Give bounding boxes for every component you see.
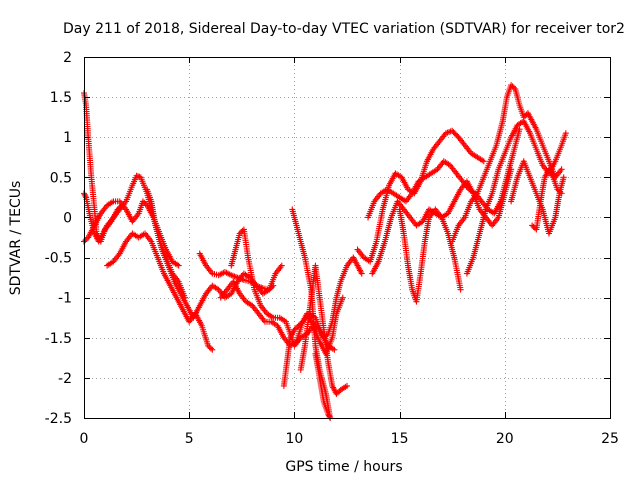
data-point — [175, 262, 182, 269]
series-arc-18 — [508, 158, 567, 237]
y-tick-label: -1 — [58, 291, 72, 307]
data-point — [558, 190, 565, 197]
data-point — [510, 84, 517, 91]
y-tick-label: 1 — [63, 130, 72, 146]
series-arc-7 — [228, 226, 346, 357]
labels: Day 211 of 2018, Sidereal Day-to-day VTE… — [8, 21, 625, 475]
series-arc-1 — [81, 90, 125, 245]
data-point — [508, 166, 515, 173]
data-point — [508, 82, 515, 89]
data-point — [331, 346, 338, 353]
series-arc-11 — [289, 206, 334, 421]
data-point — [334, 389, 341, 396]
data-point — [457, 286, 464, 293]
data-point — [278, 262, 285, 269]
data-points — [81, 82, 569, 421]
x-tick-label: 15 — [391, 431, 409, 447]
data-point — [209, 346, 216, 353]
data-point — [142, 201, 149, 208]
series-arc-10 — [297, 262, 350, 397]
series-arc-12 — [354, 127, 487, 265]
data-point — [555, 187, 562, 194]
x-tick-label: 25 — [601, 431, 619, 447]
chart-title: Day 211 of 2018, Sidereal Day-to-day VTE… — [63, 21, 625, 37]
data-point — [297, 321, 304, 328]
data-point — [295, 322, 302, 329]
series-arc-4 — [104, 230, 216, 353]
data-point — [313, 324, 320, 331]
data-point — [558, 166, 565, 173]
data-point — [509, 83, 516, 90]
data-point — [339, 294, 346, 301]
x-tick-label: 10 — [285, 431, 303, 447]
y-tick-label: 0 — [63, 210, 72, 226]
data-point — [294, 324, 301, 331]
data-point — [289, 206, 296, 213]
data-point — [82, 193, 89, 200]
data-point — [333, 390, 340, 397]
x-axis-label: GPS time / hours — [285, 459, 402, 475]
data-point — [309, 320, 316, 327]
plot-frame — [84, 57, 611, 419]
data-point — [291, 326, 298, 333]
data-point — [562, 130, 569, 137]
data-point — [139, 198, 146, 205]
data-point — [141, 199, 148, 206]
series-arc-15 — [396, 206, 464, 305]
series-arc-5 — [144, 186, 277, 321]
x-tick-label: 5 — [185, 431, 194, 447]
data-point — [560, 174, 567, 181]
series-arc-14 — [369, 166, 515, 277]
data-point — [82, 237, 89, 244]
y-axis-label: SDTVAR / TECUs — [8, 181, 24, 296]
series-arc-17 — [463, 118, 569, 277]
data-point — [358, 270, 365, 277]
y-tick-label: 1.5 — [50, 90, 72, 106]
data-point — [205, 342, 212, 349]
data-point — [480, 158, 487, 165]
y-tick-label: -2 — [58, 371, 72, 387]
y-tick-label: 0.5 — [50, 170, 72, 186]
axes — [84, 57, 611, 419]
data-point — [292, 325, 299, 332]
y-tick-label: -2.5 — [45, 411, 72, 427]
data-point — [344, 382, 350, 389]
x-tick-label: 0 — [80, 431, 89, 447]
data-point — [207, 345, 214, 352]
series-arc-16 — [449, 82, 565, 245]
y-tick-label: 2 — [63, 50, 72, 66]
x-tick-label: 20 — [496, 431, 514, 447]
series-arc-19 — [529, 166, 565, 233]
data-point — [516, 126, 523, 133]
data-point — [557, 189, 564, 196]
data-point — [554, 186, 561, 193]
data-point — [206, 344, 213, 351]
y-tick-label: -1.5 — [45, 331, 72, 347]
y-tick-label: -0.5 — [45, 251, 72, 267]
